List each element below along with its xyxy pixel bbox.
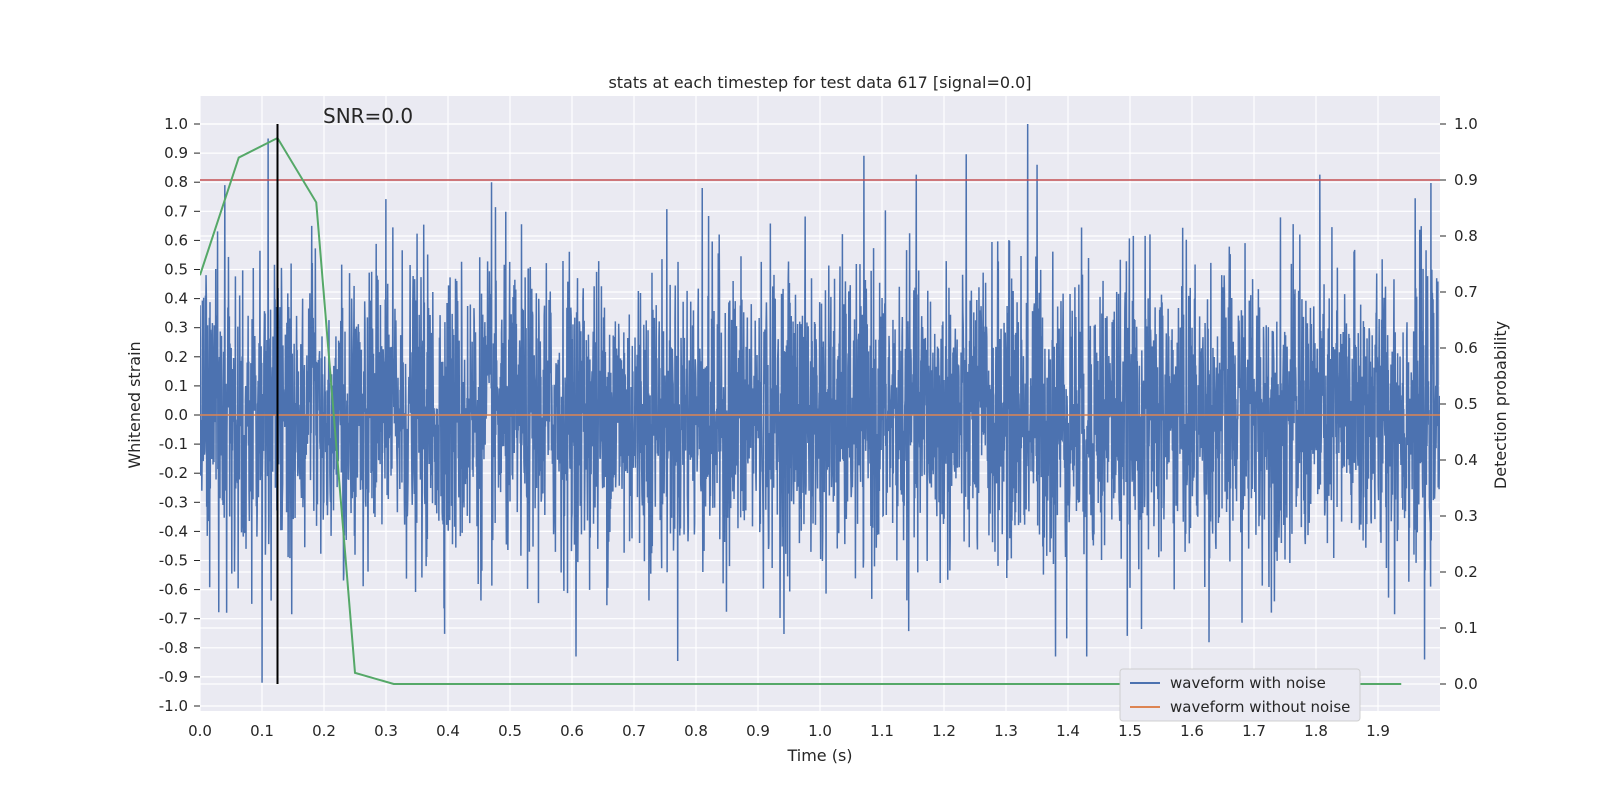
y-right-tick-label: 0.3 [1454,507,1478,525]
y-left-tick-label: 0.1 [164,377,188,395]
y-left-tick-label: -0.9 [159,668,188,686]
chart-title: stats at each timestep for test data 617… [608,73,1031,92]
x-tick-label: 1.8 [1304,722,1328,740]
x-tick-label: 1.9 [1366,722,1390,740]
y-right-tick-label: 1.0 [1454,115,1478,133]
y-right-tick-label: 0.5 [1454,395,1478,413]
legend-label-noise: waveform with noise [1170,674,1326,692]
y-left-tick-label: 0.0 [164,406,188,424]
y-right-tick-label: 0.6 [1454,339,1478,357]
x-tick-label: 1.3 [994,722,1018,740]
x-axis-label: Time (s) [786,746,852,765]
y-right-tick-label: 0.0 [1454,675,1478,693]
y-left-tick-label: 0.3 [164,319,188,337]
y-left-tick-label: 0.8 [164,173,188,191]
x-tick-label: 0.3 [374,722,398,740]
x-tick-label: 0.2 [312,722,336,740]
y-left-tick-label: 0.2 [164,348,188,366]
y-axis-label-right: Detection probability [1491,321,1510,489]
x-tick-label: 1.2 [932,722,956,740]
y-left-tick-label: -0.4 [159,522,188,540]
y-right-tick-label: 0.4 [1454,451,1478,469]
x-tick-label: 0.5 [498,722,522,740]
y-right-tick-label: 0.2 [1454,563,1478,581]
y-axis-label-left: Whitened strain [125,341,144,468]
y-left-tick-label: -0.7 [159,610,188,628]
x-tick-label: 1.7 [1242,722,1266,740]
y-left-tick-label: -1.0 [159,697,188,715]
y-left-tick-label: -0.3 [159,493,188,511]
x-tick-label: 0.9 [746,722,770,740]
y-left-tick-label: -0.5 [159,552,188,570]
y-left-tick-label: 0.5 [164,261,188,279]
y-right-tick-label: 0.9 [1454,171,1478,189]
y-left-tick-label: 0.6 [164,231,188,249]
y-left-tick-label: 0.7 [164,202,188,220]
y-left-tick-label: -0.1 [159,435,188,453]
snr-annotation: SNR=0.0 [323,104,413,128]
x-tick-label: 0.8 [684,722,708,740]
x-tick-label: 1.5 [1118,722,1142,740]
x-tick-label: 1.0 [808,722,832,740]
x-tick-label: 0.4 [436,722,460,740]
x-tick-label: 0.0 [188,722,212,740]
x-tick-label: 1.1 [870,722,894,740]
y-left-tick-label: 1.0 [164,115,188,133]
x-tick-label: 1.4 [1056,722,1080,740]
x-tick-label: 0.7 [622,722,646,740]
legend: waveform with noise waveform without noi… [1119,668,1361,722]
plot-area [200,123,1440,685]
series-waveform-with-noise [200,123,1440,683]
y-left-tick-label: -0.6 [159,581,188,599]
series-detection-probability [200,136,1402,685]
legend-label-clean: waveform without noise [1170,698,1350,716]
x-tick-label: 0.1 [250,722,274,740]
axes: 0.0 0.1 0.2 0.3 0.4 0.5 0.6 0.7 0.8 0.9 1.0 1.1 1.2 1… [159,115,1478,740]
y-left-tick-label: -0.8 [159,639,188,657]
y-left-tick-label: 0.9 [164,144,188,162]
x-tick-label: 1.6 [1180,722,1204,740]
y-right-tick-label: 0.1 [1454,619,1478,637]
legend-box [1119,668,1361,722]
y-right-tick-label: 0.8 [1454,227,1478,245]
y-right-tick-label: 0.7 [1454,283,1478,301]
x-tick-label: 0.6 [560,722,584,740]
y-left-tick-label: 0.4 [164,290,188,308]
y-left-tick-label: -0.2 [159,464,188,482]
